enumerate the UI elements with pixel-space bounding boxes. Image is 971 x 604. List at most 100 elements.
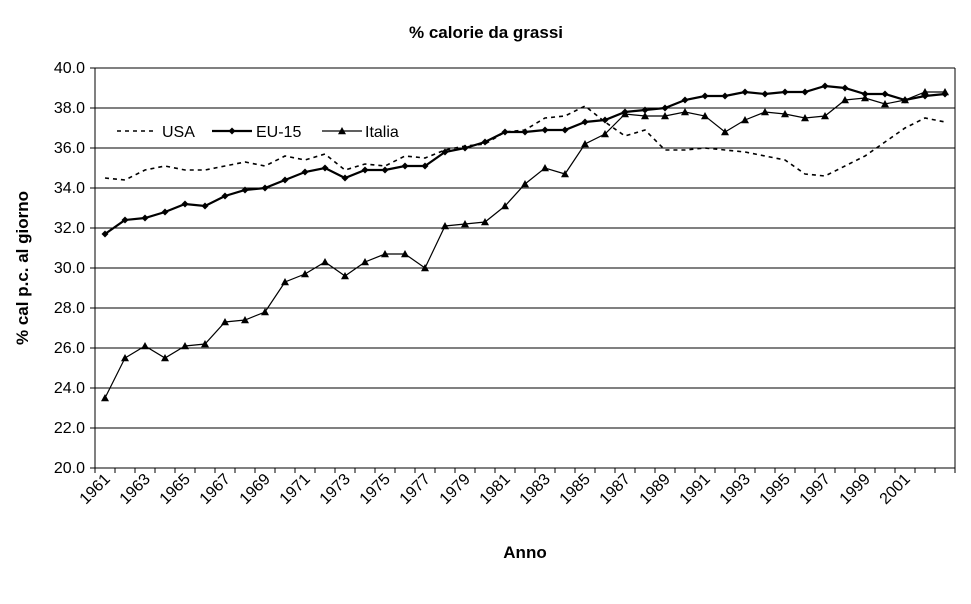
italia-point	[421, 264, 429, 272]
y-tick-label: 20.0	[54, 460, 85, 477]
italia-point	[501, 202, 509, 210]
eu15-point	[181, 200, 189, 208]
legend-marker-italia	[338, 127, 346, 135]
x-tick-label: 1987	[597, 471, 634, 508]
x-tick-label: 1985	[557, 471, 594, 508]
x-tick-label: 1963	[117, 471, 154, 508]
italia-point	[441, 222, 449, 230]
italia-point	[401, 250, 409, 258]
italia-point	[801, 114, 809, 122]
eu15-point	[881, 90, 889, 98]
italia-point	[461, 220, 469, 228]
x-tick-label: 1999	[837, 471, 874, 508]
eu15-point	[221, 192, 229, 200]
italia-point	[781, 110, 789, 118]
legend-item-usa: USA	[117, 124, 195, 141]
eu15-point	[701, 92, 709, 100]
y-tick-label: 30.0	[54, 260, 85, 277]
x-tick-label: 1977	[397, 471, 434, 508]
italia-point	[741, 116, 749, 124]
italia-point	[901, 96, 909, 104]
italia-point	[261, 308, 269, 316]
eu15-point	[101, 230, 109, 238]
y-tick-label: 36.0	[54, 140, 85, 157]
italia-point	[681, 108, 689, 116]
x-tick-label: 1967	[197, 471, 234, 508]
x-tick-label: 1969	[237, 471, 274, 508]
series	[101, 82, 949, 402]
eu15-point	[401, 162, 409, 170]
y-tick-label: 24.0	[54, 380, 85, 397]
italia-point	[361, 258, 369, 266]
italia-point	[281, 278, 289, 286]
italia-point	[301, 270, 309, 278]
gridlines	[95, 67, 955, 469]
italia-point	[521, 180, 529, 188]
legend-item-eu15: EU-15	[212, 124, 301, 141]
x-tick-label: 1973	[317, 471, 354, 508]
y-tick-label: 28.0	[54, 300, 85, 317]
eu15-point	[261, 184, 269, 192]
y-tick-label: 38.0	[54, 100, 85, 117]
italia-point	[881, 100, 889, 108]
eu15-point	[201, 202, 209, 210]
italia-point	[641, 112, 649, 120]
italia-point	[701, 112, 709, 120]
x-tick-label: 1991	[677, 471, 714, 508]
eu15-point	[521, 128, 529, 136]
x-tick-label: 1993	[717, 471, 754, 508]
italia-line	[104, 91, 945, 399]
italia-point	[221, 318, 229, 326]
legend: USA EU-15 Italia	[117, 124, 399, 141]
x-tick-label: 1995	[757, 471, 794, 508]
x-tick-label: 1965	[157, 471, 194, 508]
y-axis-title: % cal p.c. al giorno	[13, 191, 32, 345]
x-tick-label: 2001	[877, 471, 914, 508]
italia-point	[561, 170, 569, 178]
italia-point	[921, 88, 929, 96]
italia-point	[201, 340, 209, 348]
eu15-point	[681, 96, 689, 104]
eu15-point	[501, 128, 509, 136]
italia-point	[541, 164, 549, 172]
italia-point	[241, 316, 249, 324]
legend-label-italia: Italia	[365, 124, 399, 141]
eu15-point	[301, 168, 309, 176]
italia-point	[161, 354, 169, 362]
italia-point	[141, 342, 149, 350]
eu15-point	[661, 104, 669, 112]
eu15-point	[341, 174, 349, 182]
x-tick-label: 1981	[477, 471, 514, 508]
x-tick-label: 1975	[357, 471, 394, 508]
legend-item-italia: Italia	[322, 124, 399, 141]
italia-point	[721, 128, 729, 136]
x-tick-label: 1997	[797, 471, 834, 508]
italia-point	[861, 94, 869, 102]
x-tick-label: 1979	[437, 471, 474, 508]
italia-point	[821, 112, 829, 120]
italia-point	[761, 108, 769, 116]
italia-point	[481, 218, 489, 226]
italia-point	[381, 250, 389, 258]
y-tick-label: 32.0	[54, 220, 85, 237]
legend-label-usa: USA	[162, 124, 195, 141]
italia-point	[321, 258, 329, 266]
eu15-point	[381, 166, 389, 174]
italia-point	[841, 96, 849, 104]
eu15-point	[161, 208, 169, 216]
y-tick-label: 22.0	[54, 420, 85, 437]
eu15-point	[461, 144, 469, 152]
chart-title: % calorie da grassi	[409, 23, 563, 42]
y-tick-label: 40.0	[54, 60, 85, 77]
eu15-point	[441, 148, 449, 156]
eu15-point	[741, 88, 749, 96]
legend-marker-eu15	[228, 127, 236, 135]
series-italia	[101, 88, 949, 402]
x-tick-label: 1971	[277, 471, 314, 508]
eu15-point	[781, 88, 789, 96]
y-tick-label: 26.0	[54, 340, 85, 357]
eu15-point	[121, 216, 129, 224]
italia-point	[341, 272, 349, 280]
italia-point	[941, 88, 949, 96]
legend-label-eu15: EU-15	[256, 124, 301, 141]
